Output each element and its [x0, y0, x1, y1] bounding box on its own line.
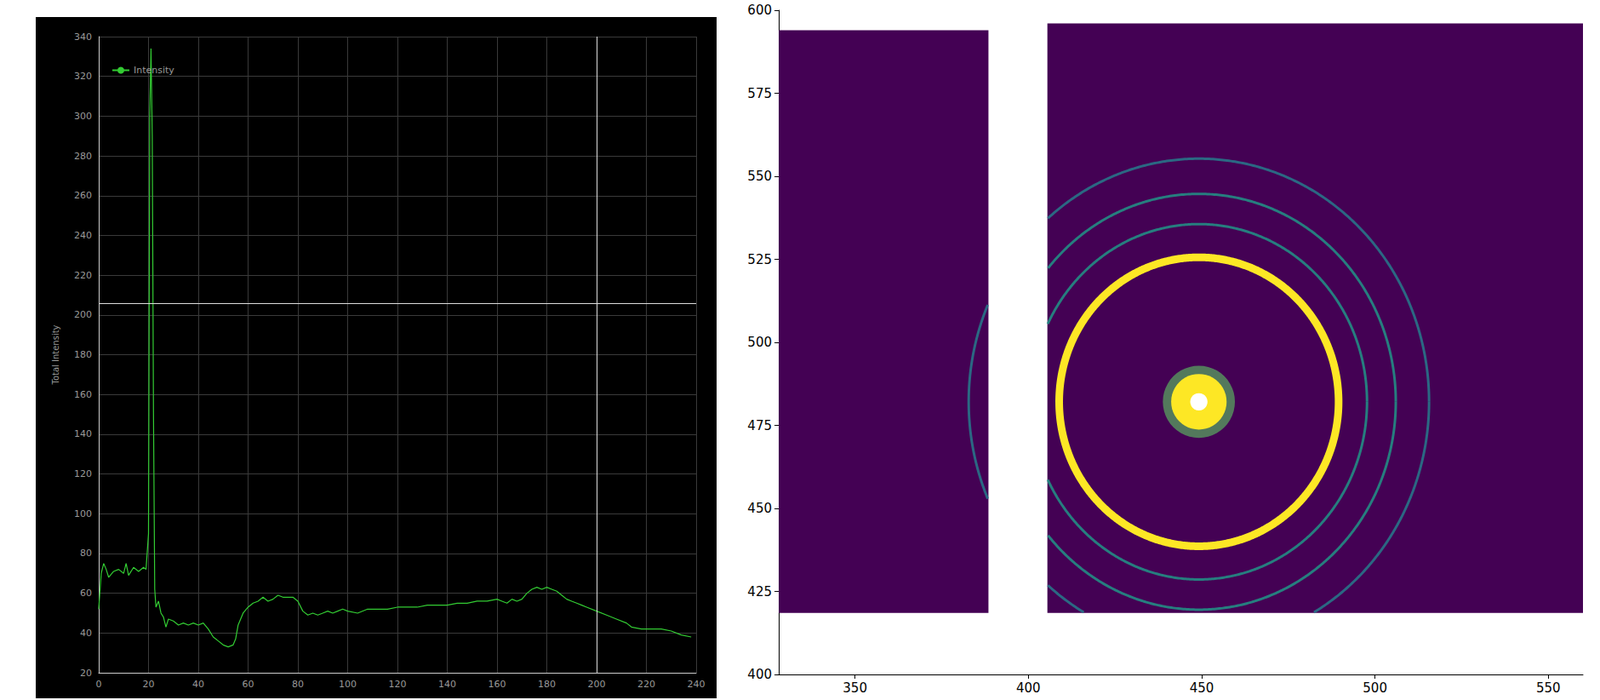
- svg-text:300: 300: [74, 110, 92, 122]
- svg-text:20: 20: [80, 667, 92, 679]
- svg-text:280: 280: [74, 150, 92, 162]
- svg-text:120: 120: [74, 468, 92, 480]
- svg-text:40: 40: [192, 678, 205, 690]
- svg-text:80: 80: [291, 678, 304, 690]
- svg-text:160: 160: [74, 388, 92, 400]
- svg-text:60: 60: [80, 587, 92, 599]
- svg-text:550: 550: [1536, 680, 1561, 696]
- svg-text:220: 220: [637, 678, 656, 690]
- svg-text:100: 100: [338, 678, 357, 690]
- svg-text:475: 475: [747, 417, 772, 434]
- svg-text:80: 80: [80, 547, 92, 559]
- svg-text:140: 140: [74, 428, 92, 440]
- svg-text:450: 450: [1189, 680, 1215, 696]
- svg-text:340: 340: [74, 31, 92, 43]
- svg-text:320: 320: [74, 70, 92, 82]
- svg-text:160: 160: [488, 678, 507, 690]
- svg-text:220: 220: [74, 269, 92, 281]
- svg-text:Total Intensity: Total Intensity: [51, 324, 61, 385]
- svg-text:240: 240: [687, 678, 706, 690]
- svg-text:Intensity: Intensity: [133, 64, 175, 76]
- svg-text:400: 400: [747, 666, 772, 682]
- svg-text:100: 100: [74, 508, 92, 520]
- svg-text:180: 180: [537, 678, 556, 690]
- svg-text:400: 400: [1016, 680, 1041, 696]
- svg-text:200: 200: [588, 678, 606, 690]
- svg-text:260: 260: [74, 189, 92, 201]
- svg-text:450: 450: [747, 500, 772, 516]
- svg-text:40: 40: [80, 627, 92, 639]
- svg-text:425: 425: [747, 583, 772, 600]
- svg-text:575: 575: [747, 85, 772, 102]
- svg-text:120: 120: [388, 678, 407, 690]
- svg-text:180: 180: [74, 348, 92, 360]
- svg-text:525: 525: [747, 251, 772, 268]
- svg-text:600: 600: [747, 2, 772, 18]
- svg-text:200: 200: [74, 308, 92, 320]
- svg-text:0: 0: [96, 678, 103, 690]
- svg-text:500: 500: [747, 334, 772, 350]
- svg-text:60: 60: [242, 678, 255, 690]
- svg-text:500: 500: [1362, 680, 1388, 696]
- svg-text:550: 550: [747, 168, 772, 184]
- svg-text:350: 350: [842, 680, 868, 696]
- svg-text:20: 20: [142, 678, 155, 690]
- svg-text:240: 240: [74, 229, 92, 241]
- svg-text:140: 140: [438, 678, 457, 690]
